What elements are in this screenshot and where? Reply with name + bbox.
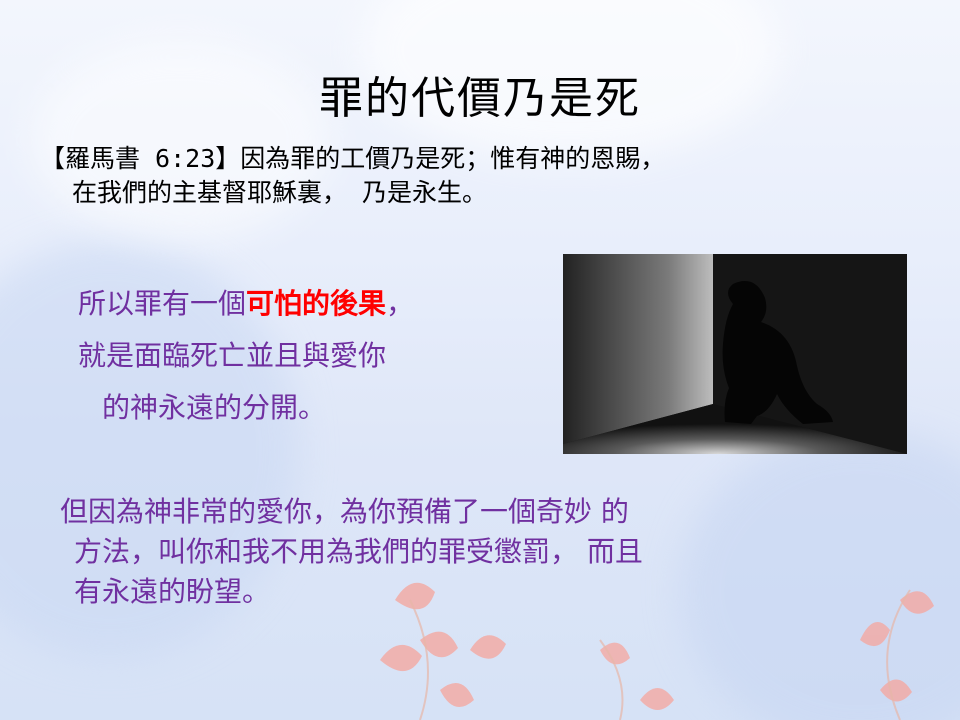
slide-title: 罪的代價乃是死 <box>319 73 641 124</box>
background-blob <box>30 40 330 240</box>
background-blob <box>0 240 300 660</box>
consequence-line-3: 的神永遠的分開。 <box>102 391 327 424</box>
hope-text: 但因為神非常的愛你，為你預備了一個奇妙 的 方法，叫你和我不用為我們的罪受懲罰，… <box>60 492 920 612</box>
hope-line-1: 但因為神非常的愛你，為你預備了一個奇妙 的 <box>60 495 629 528</box>
consequence-suffix: ， <box>386 287 415 320</box>
consequence-line-2: 就是面臨死亡並且與愛你 <box>78 339 387 372</box>
consequence-emphasis: 可怕的後果 <box>246 287 387 320</box>
hope-line-2: 方法，叫你和我不用為我們的罪受懲罰， 而且 <box>74 535 643 568</box>
consequence-prefix: 所以罪有一個 <box>78 287 247 320</box>
verse-line-2: 在我們的主基督耶穌裏， 乃是永生。 <box>72 178 488 207</box>
scripture-verse: 【羅馬書 6:23】因為罪的工價乃是死；惟有神的恩賜， 在我們的主基督耶穌裏， … <box>40 142 920 210</box>
verse-line-1: 【羅馬書 6:23】因為罪的工價乃是死；惟有神的恩賜， <box>40 144 666 173</box>
consequence-text: 所以罪有一個可怕的後果， 就是面臨死亡並且與愛你 的神永遠的分開。 <box>78 278 414 434</box>
consequence-line-1: 所以罪有一個可怕的後果， <box>78 278 414 330</box>
hope-line-3: 有永遠的盼望。 <box>74 575 271 608</box>
sad-person-photo <box>563 254 907 454</box>
sad-person-illustration <box>563 254 907 454</box>
